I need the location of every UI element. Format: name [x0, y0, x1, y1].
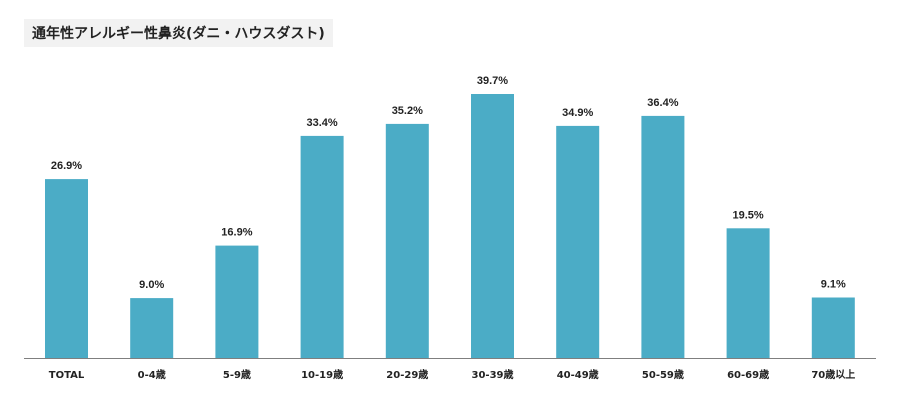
bar-5: [471, 94, 514, 358]
value-label-3: 33.4%: [306, 117, 337, 129]
value-label-1: 9.0%: [139, 279, 164, 291]
category-label-7: 50-59歳: [642, 368, 684, 381]
category-label-4: 20-29歳: [386, 368, 428, 381]
bar-2: [215, 245, 259, 358]
category-label-0: TOTAL: [49, 370, 85, 381]
value-label-2: 16.9%: [221, 227, 252, 239]
category-label-2: 5-9歳: [223, 368, 251, 381]
value-labels-group: 26.9% 9.0% 16.9% 33.4% 35.2% 39.7% 34.9% 36.4% 1…: [51, 75, 846, 291]
category-label-6: 40-49歳: [557, 368, 599, 381]
category-label-5: 30-39歳: [472, 368, 514, 381]
category-label-9: 70歳以上: [811, 368, 855, 381]
value-label-0: 26.9%: [51, 160, 82, 172]
bar-0: [45, 179, 88, 358]
value-label-7: 36.4%: [647, 97, 678, 109]
bar-3: [300, 135, 344, 358]
bar-4: [385, 123, 429, 359]
category-label-3: 10-19歳: [301, 368, 343, 381]
value-label-5: 39.7%: [477, 75, 508, 87]
chart-title: 通年性アレルギー性鼻炎(ダニ・ハウスダスト): [24, 19, 333, 47]
category-labels-group: TOTAL 0-4歳 5-9歳 10-19歳 20-29歳 30-39歳 40-49歳 50-…: [49, 368, 856, 381]
bar-9: [811, 297, 855, 358]
bar-8: [726, 228, 770, 358]
category-label-1: 0-4歳: [138, 368, 166, 381]
bar-1: [130, 298, 174, 358]
bar-6: [556, 125, 600, 359]
category-label-8: 60-69歳: [727, 368, 769, 381]
value-label-9: 9.1%: [821, 279, 846, 291]
value-label-6: 34.9%: [562, 107, 593, 119]
bar-7: [641, 115, 685, 359]
value-label-8: 19.5%: [732, 209, 763, 221]
value-label-4: 35.2%: [392, 105, 423, 117]
bars-group: [45, 94, 855, 359]
